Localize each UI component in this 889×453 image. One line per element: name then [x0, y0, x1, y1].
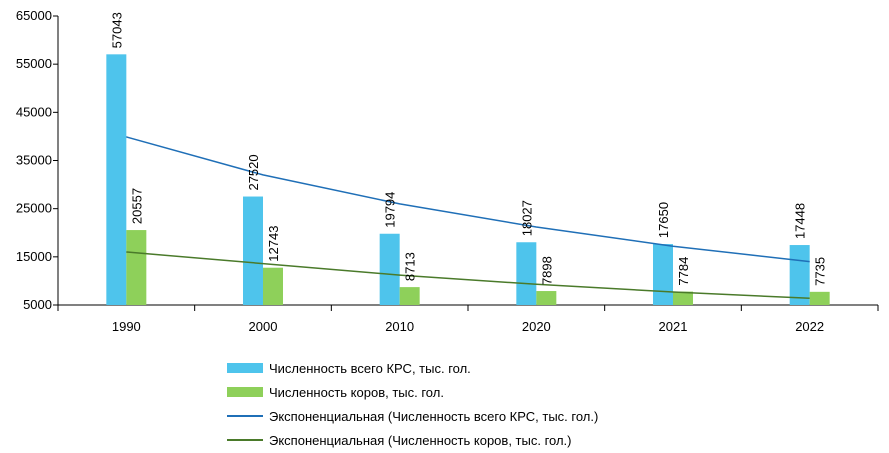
bar-cows [809, 291, 830, 305]
data-label-total: 27520 [246, 154, 261, 190]
legend-swatch-trend-cows [227, 439, 263, 441]
data-label-total: 17448 [793, 203, 808, 239]
bars [106, 54, 830, 305]
chart: 5000 15000 25000 35000 45000 55000 65000 1990 2… [16, 8, 879, 334]
legend-label-trend-cows: Экспоненциальная (Численность коров, тыс… [269, 432, 572, 448]
legend-swatch-cows [227, 387, 263, 397]
bar-cows [126, 230, 147, 305]
legend-item-trend-total: Экспоненциальная (Численность всего КРС,… [227, 404, 598, 428]
x-tick-label: 1990 [112, 319, 141, 334]
bar-total [653, 244, 673, 305]
legend-label-trend-total: Экспоненциальная (Численность всего КРС,… [269, 408, 599, 424]
legend-label-total: Численность всего КРС, тыс. гол. [269, 360, 471, 376]
x-axis: 1990 2000 2010 2020 2021 2022 [57, 304, 879, 334]
y-tick-label: 65000 [16, 8, 52, 23]
legend-item-trend-cows: Экспоненциальная (Численность коров, тыс… [227, 428, 598, 452]
legend-item-total: Численность всего КРС, тыс. гол. [227, 356, 598, 380]
bar-total [243, 196, 263, 305]
data-label-cows: 7735 [813, 257, 828, 286]
legend-swatch-total [227, 363, 263, 373]
data-label-cows: 8713 [403, 252, 418, 281]
x-tick-label: 2000 [249, 319, 278, 334]
y-tick-label: 25000 [16, 201, 52, 216]
x-tick-label: 2020 [522, 319, 551, 334]
bar-total [789, 245, 810, 305]
data-label-total: 19794 [383, 192, 398, 228]
data-label-cows: 12743 [266, 226, 281, 262]
data-label-total: 18027 [519, 200, 534, 236]
y-tick-label: 45000 [16, 104, 52, 119]
bar-cows [399, 287, 420, 305]
y-axis: 5000 15000 25000 35000 45000 55000 65000 [16, 8, 59, 312]
bar-total [106, 54, 127, 305]
legend-label-cows: Численность коров, тыс. гол. [269, 384, 444, 400]
legend-item-cows: Численность коров, тыс. гол. [227, 380, 598, 404]
trendline-cows [126, 251, 810, 300]
data-labels: 57043 20557 27520 12743 19794 8713 18027 7898 17… [109, 12, 827, 286]
data-label-cows: 20557 [129, 188, 144, 224]
bar-cows [263, 267, 283, 305]
trendlines [126, 136, 810, 300]
x-tick-label: 2022 [795, 319, 824, 334]
bar-total [516, 242, 537, 305]
data-label-cows: 7898 [539, 256, 554, 285]
y-tick-label: 35000 [16, 153, 52, 168]
y-tick-label: 5000 [23, 297, 52, 312]
bar-cows [673, 291, 693, 305]
bar-cows [536, 291, 557, 305]
y-tick-label: 15000 [16, 249, 52, 264]
data-label-total: 17650 [656, 202, 671, 238]
trendline-total [126, 136, 810, 263]
data-label-cows: 7784 [676, 257, 691, 286]
data-label-total: 57043 [109, 12, 124, 48]
x-tick-label: 2010 [385, 319, 414, 334]
y-tick-label: 55000 [16, 56, 52, 71]
x-tick-label: 2021 [659, 319, 688, 334]
bar-total [379, 233, 400, 305]
legend-swatch-trend-total [227, 415, 263, 417]
legend: Численность всего КРС, тыс. гол. Численн… [227, 356, 598, 452]
